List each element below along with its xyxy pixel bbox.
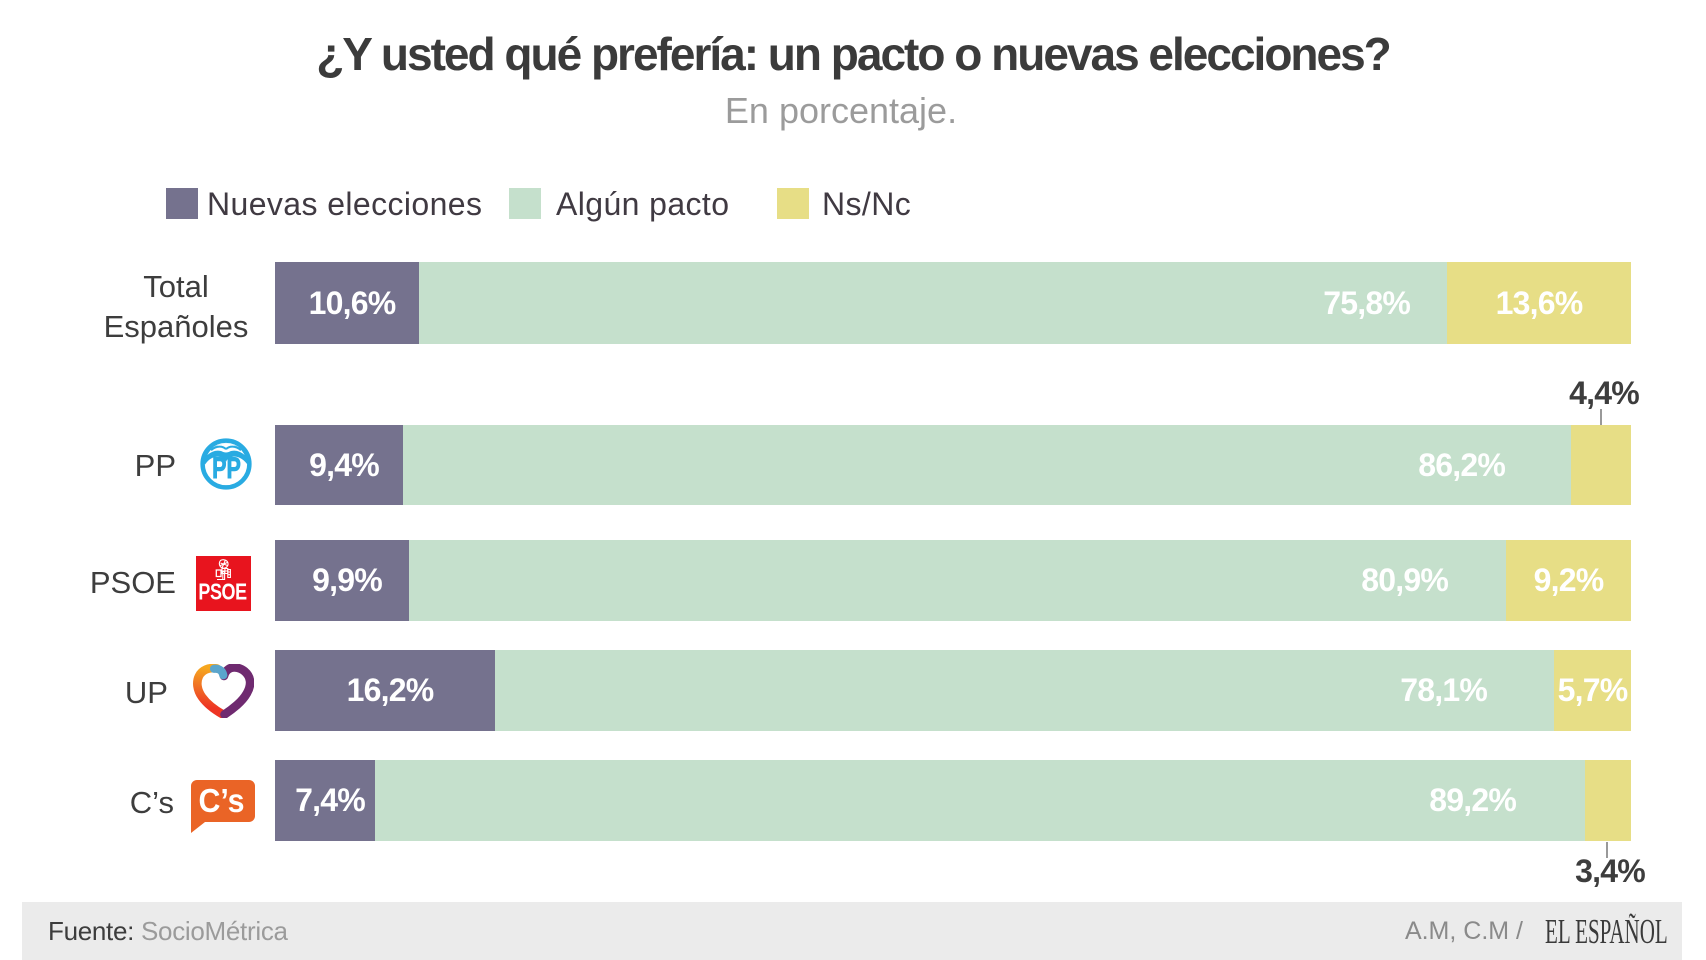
svg-text:PP: PP — [212, 453, 241, 485]
svg-text:PSOE: PSOE — [198, 579, 246, 605]
svg-text:C’s: C’s — [198, 782, 244, 819]
